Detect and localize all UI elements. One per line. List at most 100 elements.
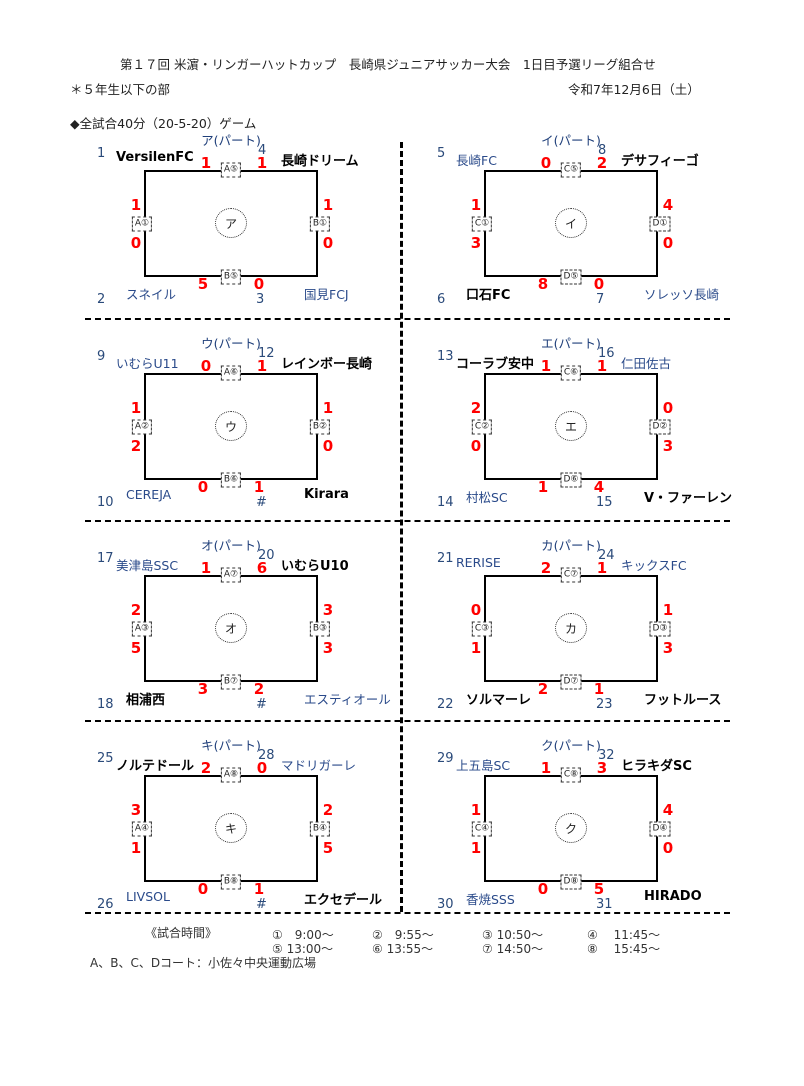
score-left-a: 1 [470, 801, 482, 819]
team-number: # [256, 495, 267, 510]
team-number: 15 [596, 495, 613, 510]
score-left-a: 0 [470, 601, 482, 619]
score-top-a: 2 [200, 759, 212, 777]
score-bottom-b: 0 [593, 275, 605, 293]
event-date: 令和7年12月6日（土） [568, 82, 700, 97]
group-label: オ [224, 621, 237, 636]
court-slot-left: A① [131, 216, 153, 232]
court-slot-bottom: D⑤ [560, 269, 582, 285]
team-number: 13 [437, 349, 454, 364]
court-slot-right: D① [649, 216, 671, 232]
score-bottom-a: 5 [197, 275, 209, 293]
schedule-time-7: ⑦ 14:50～ [482, 942, 544, 956]
group-label-circle: キ [215, 813, 247, 843]
score-top-a: 1 [540, 357, 552, 375]
match-format: ◆全試合40分（20-5-20）ゲーム [70, 116, 257, 131]
team-number: 1 [97, 146, 106, 161]
score-bottom-a: 0 [537, 880, 549, 898]
score-top-b: 1 [256, 357, 268, 375]
team-name: 上五島SC [456, 758, 511, 773]
court-slot-left: C② [471, 419, 493, 435]
team-number: 21 [437, 551, 454, 566]
team-number: 25 [97, 751, 114, 766]
schedule-time-1: ① 9:00～ [272, 928, 334, 942]
score-right-b: 0 [322, 437, 334, 455]
court-slot-top: C⑤ [560, 162, 582, 178]
group-title: オ(パート) [201, 538, 261, 553]
court-slot-bottom: D⑧ [560, 874, 582, 890]
horizontal-divider [85, 520, 730, 522]
team-number: 28 [258, 748, 275, 763]
score-left-a: 1 [130, 196, 142, 214]
team-name: 美津島SSC [116, 558, 179, 573]
court-slot-top: A⑥ [220, 365, 242, 381]
team-name: ソレッソ長崎 [644, 287, 720, 302]
team-number: 6 [437, 292, 446, 307]
team-name: 口石FC [466, 288, 511, 303]
score-bottom-b: 2 [253, 680, 265, 698]
schedule-time-6: ⑥ 13:55～ [372, 942, 434, 956]
court-slot-top: A⑧ [220, 767, 242, 783]
schedule-time-2: ② 9:55～ [372, 928, 434, 942]
group-label-circle: イ [555, 208, 587, 238]
team-number: 3 [256, 292, 265, 307]
team-name: フットルース [644, 693, 722, 708]
league-group: イ(パート) イ 5 長崎FC 8 デサフィーゴ 6 口石FC 7 ソレッソ長崎 C⑤ C① D① D⑤ 0… [425, 130, 745, 310]
score-right-a: 4 [662, 801, 674, 819]
group-label: ウ [224, 419, 237, 434]
team-name: コーラブ安中 [456, 357, 535, 372]
team-number: 20 [258, 548, 275, 563]
team-name: エスティオール [304, 692, 391, 707]
horizontal-divider [85, 720, 730, 722]
score-left-a: 1 [130, 399, 142, 417]
team-name: 長崎FC [456, 153, 497, 168]
score-left-a: 2 [470, 399, 482, 417]
court-slot-top: C⑥ [560, 365, 582, 381]
score-top-a: 1 [200, 559, 212, 577]
score-right-a: 4 [662, 196, 674, 214]
score-bottom-a: 0 [197, 880, 209, 898]
score-top-b: 2 [596, 154, 608, 172]
score-top-b: 1 [596, 357, 608, 375]
score-top-b: 3 [596, 759, 608, 777]
score-left-a: 2 [130, 601, 142, 619]
court-slot-left: C① [471, 216, 493, 232]
division-label: ＊５年生以下の部 [70, 82, 171, 97]
score-right-a: 3 [322, 601, 334, 619]
score-right-a: 1 [322, 196, 334, 214]
score-top-a: 0 [540, 154, 552, 172]
court-slot-bottom: D⑥ [560, 472, 582, 488]
horizontal-divider [85, 912, 730, 914]
score-left-b: 1 [130, 839, 142, 857]
league-group: ク(パート) ク 29 上五島SC 32 ヒラキダSC 30 香焼SSS 31 HIRADO C⑧ C… [425, 735, 745, 915]
score-right-b: 0 [662, 234, 674, 252]
group-title: ウ(パート) [201, 336, 261, 351]
group-title: カ(パート) [541, 538, 601, 553]
team-name: CEREJA [126, 487, 172, 502]
group-title: ク(パート) [541, 738, 601, 753]
team-number: 18 [97, 697, 114, 712]
league-group: ウ(パート) ウ 9 いむらU11 12 レインボー長崎 10 CEREJA # Kirara A⑥… [85, 333, 405, 513]
score-bottom-b: 1 [253, 880, 265, 898]
score-right-b: 3 [662, 639, 674, 657]
court-slot-left: A③ [131, 621, 153, 637]
court-slot-right: D② [649, 419, 671, 435]
team-name: いむらU11 [116, 356, 179, 371]
score-bottom-a: 8 [537, 275, 549, 293]
court-slot-bottom: B⑧ [220, 874, 242, 890]
court-slot-left: C③ [471, 621, 493, 637]
score-right-b: 5 [322, 839, 334, 857]
score-right-b: 3 [662, 437, 674, 455]
team-number: 4 [258, 143, 267, 158]
group-label: カ [564, 621, 577, 636]
team-number: 2 [97, 292, 106, 307]
venue-note: A、B、C、Dコート：小佐々中央運動広場 [90, 956, 317, 970]
team-number: 12 [258, 346, 275, 361]
court-slot-right: B② [309, 419, 331, 435]
team-name: ソルマーレ [466, 693, 532, 708]
league-group: キ(パート) キ 25 ノルテドール 28 マドリガーレ 26 LIVSOL # エクセデール A⑧… [85, 735, 405, 915]
group-label-circle: エ [555, 411, 587, 441]
league-group: オ(パート) オ 17 美津島SSC 20 いむらU10 18 相浦西 # エスティオール A⑦ A③… [85, 535, 405, 715]
team-number: 24 [598, 548, 615, 563]
score-bottom-b: 0 [253, 275, 265, 293]
